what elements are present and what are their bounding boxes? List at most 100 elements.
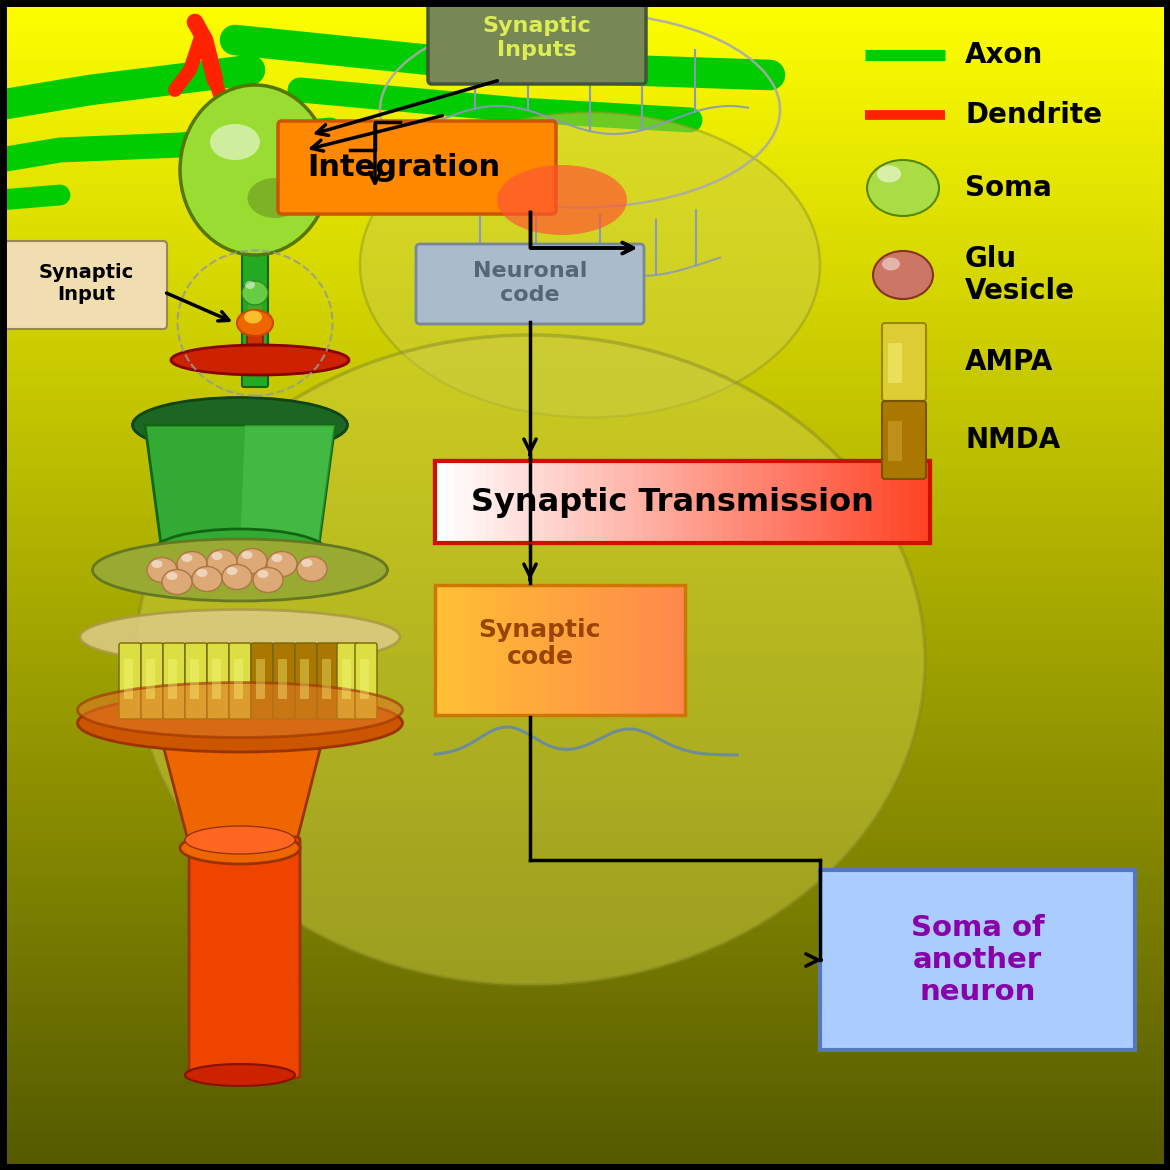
FancyBboxPatch shape [273,644,295,720]
Bar [0,681,1170,693]
Bar [0,944,1170,956]
Bar [910,461,921,543]
Ellipse shape [181,555,193,562]
Ellipse shape [180,85,330,255]
Bar [435,585,441,715]
Bar [0,379,1170,390]
Ellipse shape [245,310,262,323]
FancyBboxPatch shape [146,659,154,698]
Bar [0,1140,1170,1150]
Bar [0,838,1170,848]
FancyBboxPatch shape [295,644,317,720]
FancyBboxPatch shape [163,644,185,720]
Bar [524,461,535,543]
FancyBboxPatch shape [882,323,925,401]
Ellipse shape [242,281,268,305]
Bar [762,461,772,543]
Bar [574,585,581,715]
Bar [615,585,621,715]
Bar [0,194,1170,205]
Bar [660,585,666,715]
Ellipse shape [238,310,273,336]
Bar [0,564,1170,576]
Bar [0,1081,1170,1092]
Bar [0,242,1170,254]
Bar [682,461,694,543]
Ellipse shape [209,124,260,160]
Bar [515,585,521,715]
Bar [565,585,571,715]
FancyBboxPatch shape [360,659,369,698]
Bar [0,1042,1170,1053]
FancyBboxPatch shape [185,644,207,720]
Bar [702,461,714,543]
Bar [0,233,1170,243]
Bar [675,585,681,715]
Bar [445,461,456,543]
Bar [0,438,1170,448]
Bar [0,818,1170,828]
Bar [0,301,1170,312]
Bar [0,584,1170,594]
FancyBboxPatch shape [124,659,133,698]
FancyBboxPatch shape [142,644,163,720]
FancyBboxPatch shape [248,291,262,311]
Bar [435,461,446,543]
Ellipse shape [227,567,238,574]
Bar [0,721,1170,731]
Bar [0,447,1170,459]
Ellipse shape [185,1064,295,1086]
Bar [0,87,1170,97]
Bar [495,461,505,543]
Bar [0,428,1170,439]
Bar [0,896,1170,907]
Ellipse shape [882,257,900,270]
Bar [610,585,615,715]
Bar [0,476,1170,488]
Bar [510,585,516,715]
Bar [0,622,1170,634]
Bar [680,585,686,715]
Bar [525,585,531,715]
Bar [0,789,1170,799]
Bar [0,174,1170,185]
Bar [0,906,1170,916]
Bar [570,585,576,715]
Bar [593,461,604,543]
Bar [0,457,1170,468]
Text: Synaptic
Inputs: Synaptic Inputs [482,16,591,60]
Ellipse shape [238,549,267,573]
Bar [590,585,596,715]
FancyBboxPatch shape [242,253,268,387]
Ellipse shape [867,160,940,216]
Text: Dendrite: Dendrite [965,101,1102,129]
Bar [530,585,536,715]
Bar [0,28,1170,39]
Bar [0,496,1170,507]
Ellipse shape [77,682,402,737]
Bar [0,769,1170,780]
FancyBboxPatch shape [428,0,646,84]
Ellipse shape [248,178,303,218]
Bar [0,57,1170,68]
Bar [0,516,1170,526]
Ellipse shape [222,564,252,590]
Bar [742,461,752,543]
Bar [484,461,495,543]
Bar [920,461,931,543]
Bar [0,739,1170,751]
Bar [0,1003,1170,1014]
Bar [514,461,525,543]
FancyBboxPatch shape [278,121,556,214]
FancyBboxPatch shape [278,659,287,698]
Bar [600,585,606,715]
Bar [0,759,1170,770]
Polygon shape [240,425,335,552]
FancyBboxPatch shape [882,401,925,479]
Bar [841,461,852,543]
Bar [0,253,1170,263]
Bar [480,585,486,715]
Bar [0,262,1170,273]
Bar [653,461,663,543]
FancyBboxPatch shape [119,644,142,720]
